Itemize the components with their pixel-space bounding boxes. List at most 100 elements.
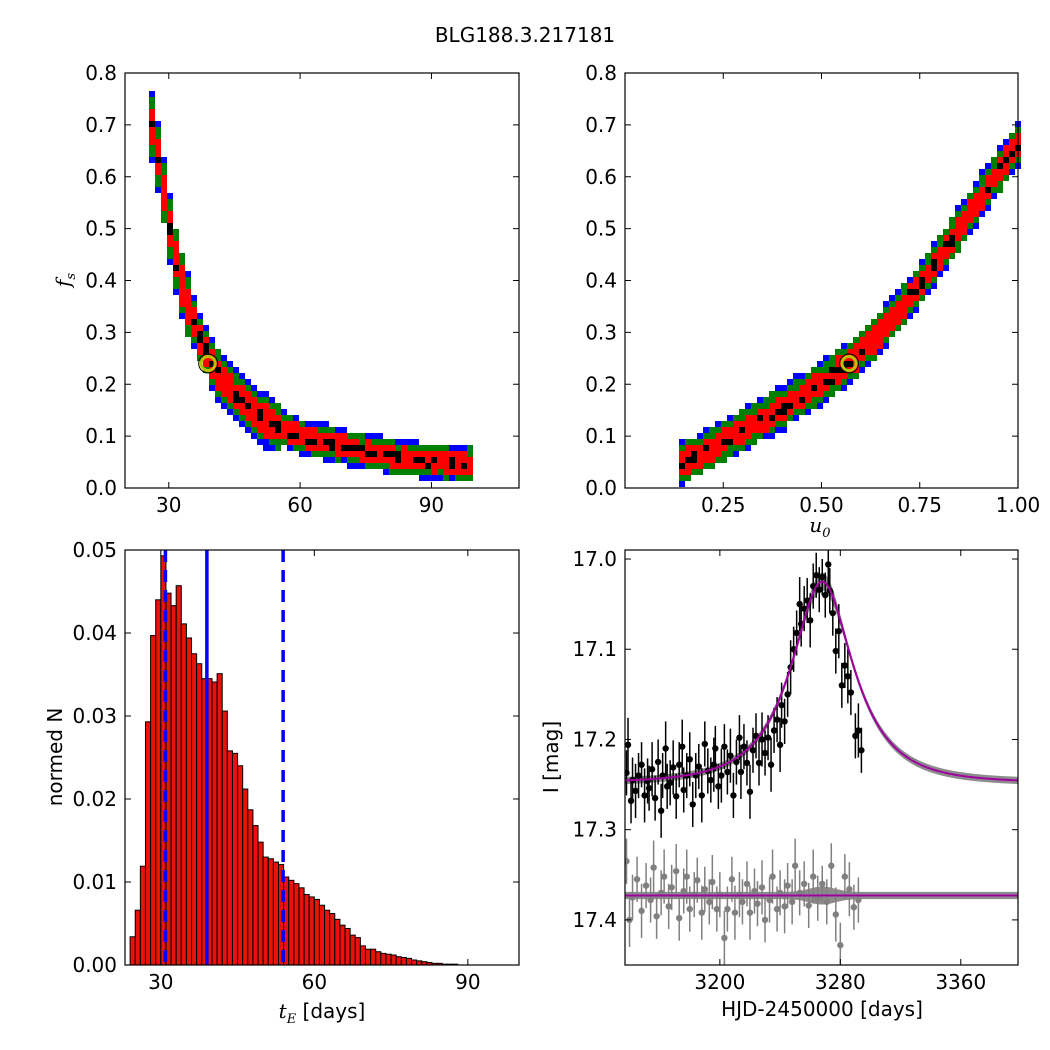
heatmap-cell (449, 445, 455, 451)
heatmap-cell (335, 427, 341, 433)
heatmap-cell (407, 439, 413, 445)
heatmap-cell (467, 451, 473, 457)
heatmap-cell (751, 415, 757, 421)
heatmap-cell (359, 457, 365, 463)
heatmap-cell (1003, 157, 1009, 163)
heatmap-cell (443, 475, 449, 481)
heatmap-cell (877, 313, 883, 319)
heatmap-cell (263, 439, 269, 445)
heatmap-cell (425, 445, 431, 451)
residual-point (660, 873, 668, 880)
x-axis-unit: [days] (296, 999, 365, 1023)
heatmap-cell (871, 337, 877, 343)
heatmap-cell (179, 283, 185, 289)
heatmap-cell (757, 421, 763, 427)
heatmap-cell (697, 451, 703, 457)
heatmap-cell (455, 475, 461, 481)
data-point (689, 801, 696, 808)
heatmap-cell (733, 427, 739, 433)
heatmap-cell (221, 391, 227, 397)
heatmap-cell (865, 337, 871, 343)
heatmap-cell (179, 253, 185, 259)
y-tick-label: 0.2 (585, 372, 617, 396)
heatmap-cell (961, 199, 967, 205)
heatmap-cell (715, 451, 721, 457)
heatmap-cell (383, 463, 389, 469)
data-point (638, 761, 645, 768)
heatmap-cell (721, 421, 727, 427)
heatmap-cell (937, 265, 943, 271)
heatmap-cell (245, 427, 251, 433)
heatmap-cell (239, 379, 245, 385)
heatmap-cell (931, 271, 937, 277)
heatmap-cell (347, 451, 353, 457)
residual-point (743, 880, 751, 888)
heatmap-cell (263, 391, 269, 397)
heatmap-cell (167, 247, 173, 253)
x-tick-label: 30 (148, 970, 173, 994)
heatmap-cell (419, 469, 425, 475)
heatmap-cell (203, 331, 209, 337)
heatmap-cell (329, 433, 335, 439)
heatmap-cell (263, 409, 269, 415)
heatmap-cell (715, 445, 721, 451)
heatmap-cell (685, 451, 691, 457)
heatmap-cell (191, 319, 197, 325)
heatmap-cell (925, 259, 931, 265)
heatmap-cell (257, 433, 263, 439)
heatmap-cell (233, 373, 239, 379)
plot-frame (624, 72, 1019, 489)
heatmap-cell (215, 349, 221, 355)
heatmap-cell (347, 445, 353, 451)
heatmap-cell (377, 451, 383, 457)
heatmap-cell (329, 439, 335, 445)
heatmap-cell (985, 169, 991, 175)
heatmap-cell (317, 433, 323, 439)
heatmap-cell (431, 451, 437, 457)
heatmap-cell (739, 445, 745, 451)
heatmap-cell (697, 433, 703, 439)
heatmap-cell (461, 463, 467, 469)
heatmap-cell (161, 163, 167, 169)
x-tick-label: 90 (455, 970, 480, 994)
heatmap-cell (811, 367, 817, 373)
heatmap-cell (961, 235, 967, 241)
heatmap-cell (829, 379, 835, 385)
heatmap-cell (191, 295, 197, 301)
heatmap-cell (895, 295, 901, 301)
heatmap-cell (449, 463, 455, 469)
heatmap-cell (733, 451, 739, 457)
histogram-bar (139, 865, 146, 966)
residual-point (633, 876, 641, 883)
heatmap-cell (967, 211, 973, 217)
histogram-bar (370, 948, 377, 966)
heatmap-cell (149, 127, 155, 133)
heatmap-cell (913, 283, 919, 289)
heatmap-cell (877, 337, 883, 343)
heatmap-cell (763, 403, 769, 409)
heatmap-cell (901, 283, 907, 289)
heatmap-cell (245, 391, 251, 397)
heatmap-cell (185, 307, 191, 313)
heatmap-cell (829, 373, 835, 379)
heatmap-cell (787, 385, 793, 391)
residual-point (721, 934, 728, 942)
heatmap-cell (847, 379, 853, 385)
heatmap-cell (901, 295, 907, 301)
heatmap-cell (317, 421, 323, 427)
heatmap-cell (341, 433, 347, 439)
heatmap-cell (859, 349, 865, 355)
heatmap-cell (149, 133, 155, 139)
heatmap-cell (811, 373, 817, 379)
heatmap-cell (781, 421, 787, 427)
y-axis-label: normed N (43, 708, 67, 807)
heatmap-cell (745, 427, 751, 433)
heatmap-cell (407, 463, 413, 469)
heatmap-cell (407, 469, 413, 475)
heatmap-cell (937, 235, 943, 241)
histogram-bar (411, 959, 418, 966)
heatmap-cell (185, 277, 191, 283)
heatmap-cell (467, 469, 473, 475)
heatmap-cell (727, 427, 733, 433)
data-point (680, 786, 687, 794)
